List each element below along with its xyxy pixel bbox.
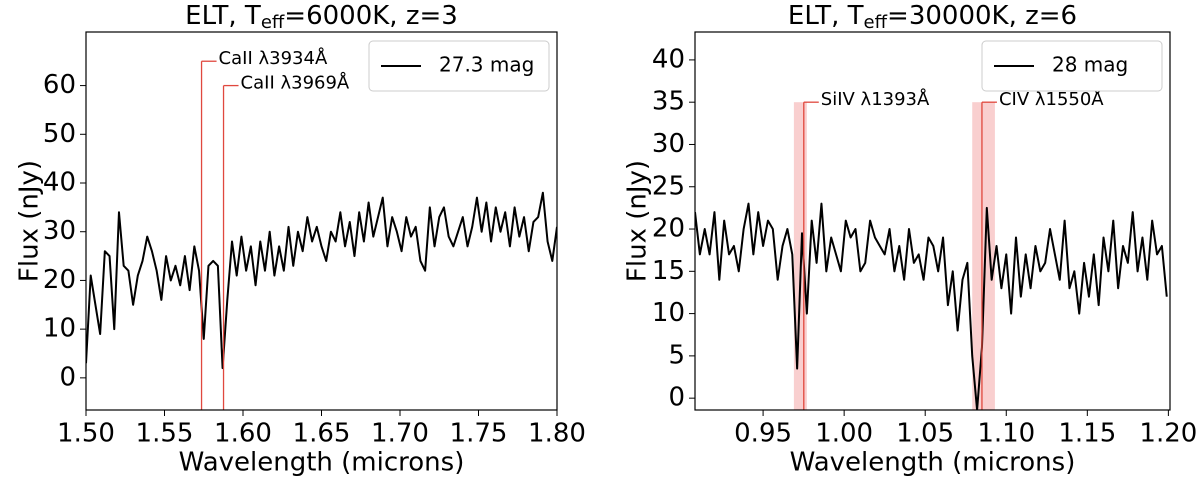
title-rest: =30000K, z=6 (887, 1, 1077, 31)
title-main: ELT, T (185, 1, 261, 31)
y-tick-label: 40 (652, 44, 685, 74)
y-tick-label: 30 (43, 216, 76, 246)
x-axis-label: Wavelength (microns) (179, 448, 465, 478)
line-label: CIV λ1550Å (999, 88, 1104, 110)
y-tick-label: 25 (652, 171, 685, 201)
line-label: CaII λ3934Å (219, 47, 328, 69)
y-tick-label: 35 (652, 87, 685, 117)
plot-area (86, 191, 557, 370)
y-tick-label: 30 (652, 129, 685, 159)
line-label: CaII λ3969Å (241, 72, 350, 94)
y-tick-label: 15 (652, 256, 685, 286)
y-tick-label: 50 (43, 119, 76, 149)
x-tick-label: 1.55 (136, 419, 194, 449)
x-tick-label: 1.65 (293, 419, 351, 449)
x-tick-label: 1.05 (896, 419, 954, 449)
legend: 27.3 mag (368, 40, 550, 92)
y-tick-label: 40 (43, 168, 76, 198)
spectrum-line (695, 202, 1168, 410)
legend-box (981, 40, 1163, 92)
x-tick-label: 1.10 (977, 419, 1035, 449)
spectrum-line (86, 191, 557, 370)
x-tick-label: 1.15 (1058, 419, 1116, 449)
x-axis-label: Wavelength (microns) (790, 448, 1076, 478)
chart-title: ELT, Teff=30000K, z=6 (788, 1, 1077, 34)
axes-frame (694, 31, 1171, 411)
line-band (972, 102, 995, 410)
y-tick-label: 20 (43, 265, 76, 295)
y-axis-label: Flux (nJy) (15, 160, 45, 282)
y-tick-label: 10 (43, 314, 76, 344)
y-tick-label: 0 (59, 362, 76, 392)
x-tick-label: 1.50 (57, 419, 115, 449)
plot-area (695, 102, 1168, 410)
legend-label: 27.3 mag (439, 53, 534, 77)
x-tick-label: 1.80 (528, 419, 586, 449)
x-tick-label: 1.75 (450, 419, 508, 449)
x-tick-label: 0.95 (734, 419, 792, 449)
y-tick-label: 5 (668, 340, 685, 370)
y-axis-label: Flux (nJy) (623, 160, 653, 282)
legend-label: 28 mag (1052, 53, 1128, 77)
x-tick-label: 1.00 (815, 419, 873, 449)
x-tick-label: 1.20 (1139, 419, 1197, 449)
title-sub: eff (261, 12, 285, 33)
title-main: ELT, T (788, 1, 864, 31)
y-tick-label: 20 (652, 214, 685, 244)
chart-title: ELT, Teff=6000K, z=3 (185, 1, 458, 34)
y-tick-label: 60 (43, 70, 76, 100)
title-rest: =6000K, z=3 (284, 1, 458, 31)
y-tick-label: 0 (668, 383, 685, 413)
panel: ELT, Teff=30000K, z=6 SiIV λ1393Å CIV λ155… (623, 1, 1198, 478)
x-tick-label: 1.70 (371, 419, 429, 449)
panel: ELT, Teff=6000K, z=3 CaII λ3934Å CaII λ396… (15, 1, 586, 478)
legend-box (368, 40, 550, 92)
x-tick-label: 1.60 (214, 419, 272, 449)
title-sub: eff (864, 12, 888, 33)
y-tick-label: 10 (652, 298, 685, 328)
line-label: SiIV λ1393Å (821, 88, 930, 110)
legend: 28 mag (981, 40, 1163, 92)
